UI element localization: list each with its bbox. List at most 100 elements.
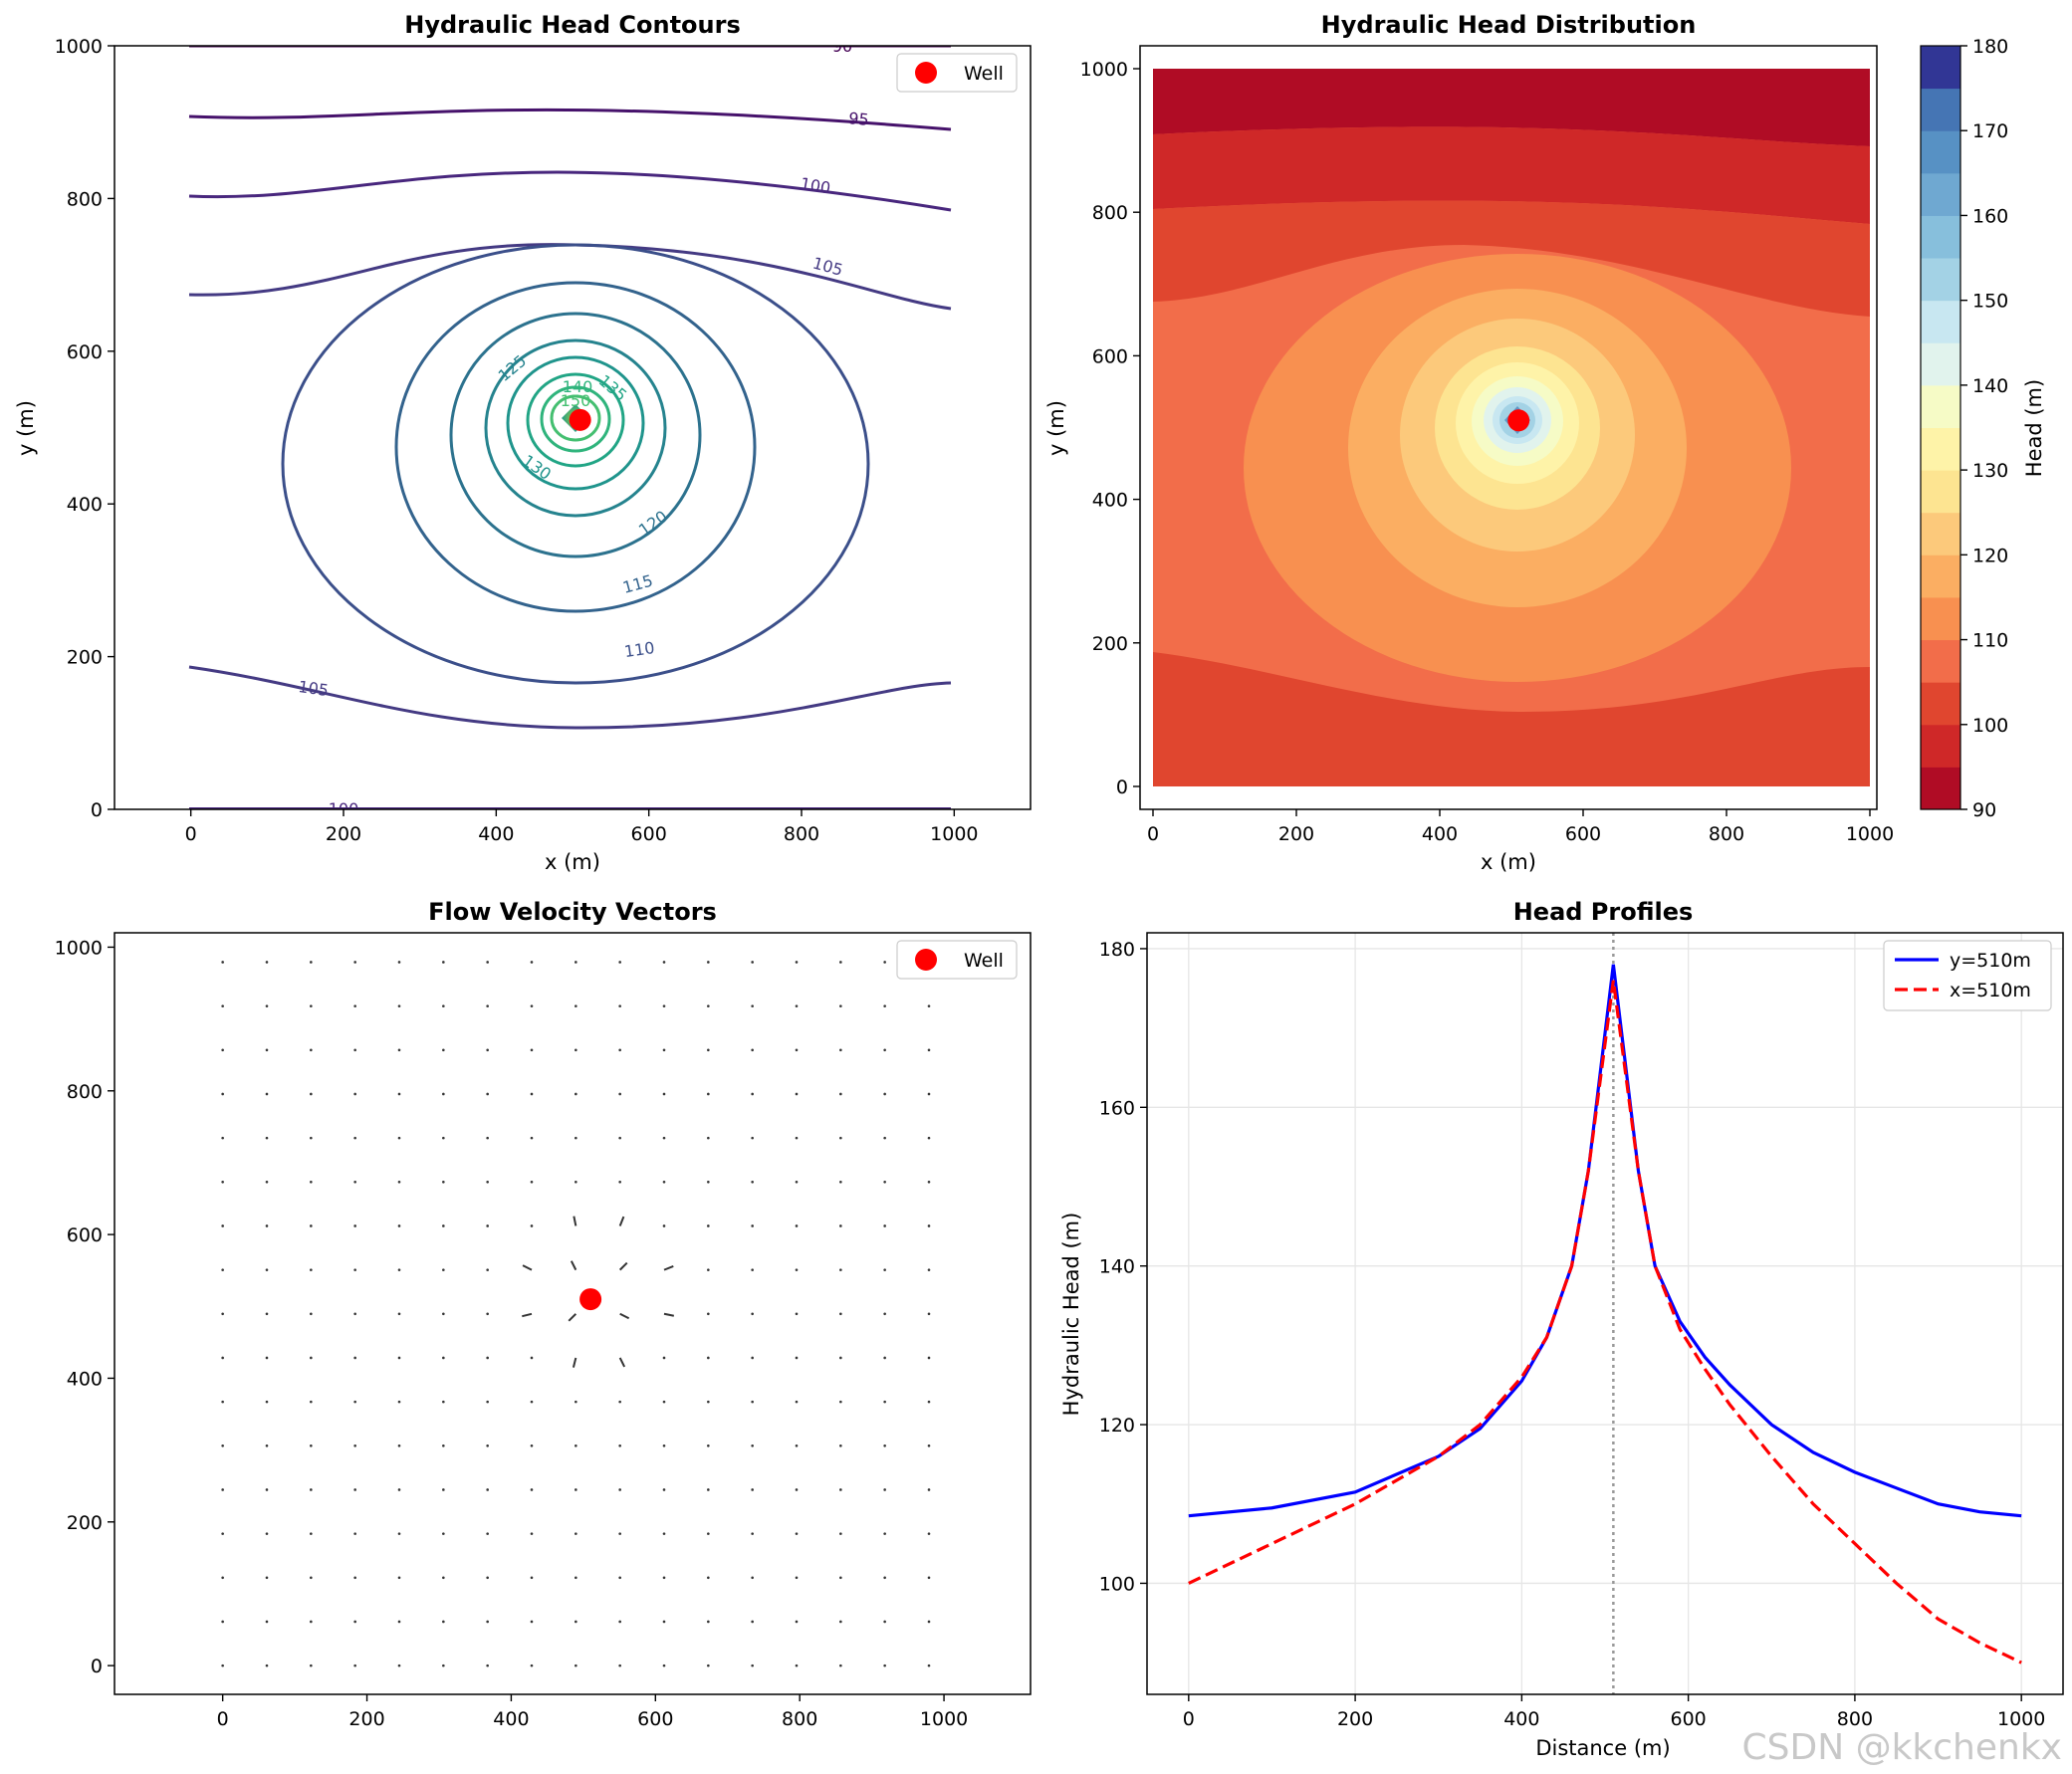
velocity-arrow [618,1261,628,1271]
p2-well-marker [1507,409,1530,432]
velocity-arrow [442,1620,445,1624]
velocity-arrow [530,1136,534,1140]
colorbar-tick-label: 100 [1972,715,2008,737]
velocity-arrow [397,1356,401,1360]
contour-label: 95 [848,109,870,129]
velocity-arrow [486,1488,489,1491]
velocity-arrow [310,1048,313,1052]
colorbar-segment [1921,88,1960,131]
velocity-arrow [751,1576,754,1580]
velocity-arrow [751,1312,754,1316]
p4-y-ticks: 100 120 140 160 180 [1099,939,1147,1595]
velocity-arrow [442,1268,445,1271]
velocity-arrow [486,1136,489,1140]
velocity-arrow [839,1268,842,1271]
y-tick-label: 800 [67,1081,103,1103]
velocity-arrow [530,1356,534,1360]
velocity-arrow [397,1048,401,1052]
velocity-arrow [221,1620,224,1624]
y-tick-label: 800 [1092,202,1128,224]
velocity-arrow [442,1180,445,1184]
velocity-arrow [265,1356,269,1360]
velocity-arrow [310,1356,313,1360]
velocity-arrow [221,1048,224,1052]
velocity-arrow [927,1004,931,1007]
velocity-arrow [883,1312,886,1316]
velocity-arrow [883,1620,886,1624]
velocity-arrow [707,1048,710,1052]
contour-105-bottom [188,665,952,730]
y-tick-label: 0 [91,1656,103,1677]
colorbar-segment [1921,554,1960,598]
velocity-arrow [795,1620,799,1624]
contour-label: 135 [595,371,631,405]
velocity-arrow [265,1488,269,1491]
velocity-arrow [310,1268,313,1271]
x-tick-label: 0 [1147,823,1159,845]
p3-legend: Well [896,940,1018,980]
velocity-arrow [795,1576,799,1580]
velocity-arrow [618,1048,621,1052]
velocity-arrow [530,1224,534,1227]
legend-well-label: Well [964,63,1004,85]
velocity-arrow [265,1048,269,1052]
velocity-arrow [221,1663,224,1667]
velocity-arrow [442,1004,445,1007]
velocity-arrow [927,1048,931,1052]
contour-label: 140 [563,377,593,396]
velocity-arrow [839,961,842,964]
velocity-arrow [927,1180,931,1184]
velocity-arrow [839,1532,842,1535]
contour-label: 100 [799,174,831,198]
velocity-arrow [795,1312,799,1316]
velocity-arrow [927,1356,931,1360]
colorbar-ticks: 90 100 110 120 130 140 150 160 170 180 [1960,36,2008,821]
velocity-arrow [751,1620,754,1624]
colorbar-segment [1921,470,1960,514]
velocity-arrow [707,1092,710,1096]
colorbar-segments [1921,46,1960,810]
velocity-arrow [618,1576,621,1580]
velocity-arrow [662,1532,666,1535]
y-tick-label: 180 [1099,939,1135,961]
y-tick-label: 400 [67,494,103,516]
velocity-arrow [442,1356,445,1360]
velocity-arrow [442,1224,445,1227]
velocity-arrow [795,961,799,964]
velocity-arrow [530,1048,534,1052]
velocity-arrow [353,1224,356,1227]
x-tick-label: 600 [1671,1708,1707,1730]
velocity-arrow [310,1092,313,1096]
colorbar-tick-label: 150 [1972,291,2008,313]
velocity-arrow [221,1312,224,1316]
velocity-arrow [618,1663,621,1667]
velocity-arrow [221,1136,224,1140]
velocity-arrow [663,1264,674,1271]
velocity-arrow [751,1004,754,1007]
panel-quiver: Flow Velocity Vectors 0 200 400 600 800 1000 … [55,898,1032,1730]
velocity-arrow [618,1216,625,1226]
band-100-105-top [1153,126,1870,224]
velocity-arrow [310,1443,313,1447]
velocity-arrow [310,961,313,964]
velocity-arrow [221,1004,224,1007]
velocity-arrow [751,961,754,964]
panel-contours: Hydraulic Head Contours 90 95 100 105 10… [14,11,1032,874]
velocity-arrow [530,1488,534,1491]
p1-title: Hydraulic Head Contours [404,11,741,39]
colorbar-tick-label: 90 [1972,799,1996,821]
velocity-arrow [883,1488,886,1491]
velocity-arrow [883,1180,886,1184]
velocity-arrow [927,1443,931,1447]
p3-y-ticks: 0 200 400 600 800 1000 [55,937,115,1677]
velocity-arrow [839,1443,842,1447]
velocity-arrow [442,1092,445,1096]
y-tick-label: 1000 [55,36,103,58]
colorbar-segment [1921,682,1960,726]
p3-well-marker [579,1288,602,1311]
velocity-arrow [883,1004,886,1007]
contour-label: 110 [623,638,656,661]
band-95-100 [1153,69,1870,146]
p2-y-ticks: 0 200 400 600 800 1000 [1080,59,1140,798]
colorbar-segment [1921,342,1960,386]
